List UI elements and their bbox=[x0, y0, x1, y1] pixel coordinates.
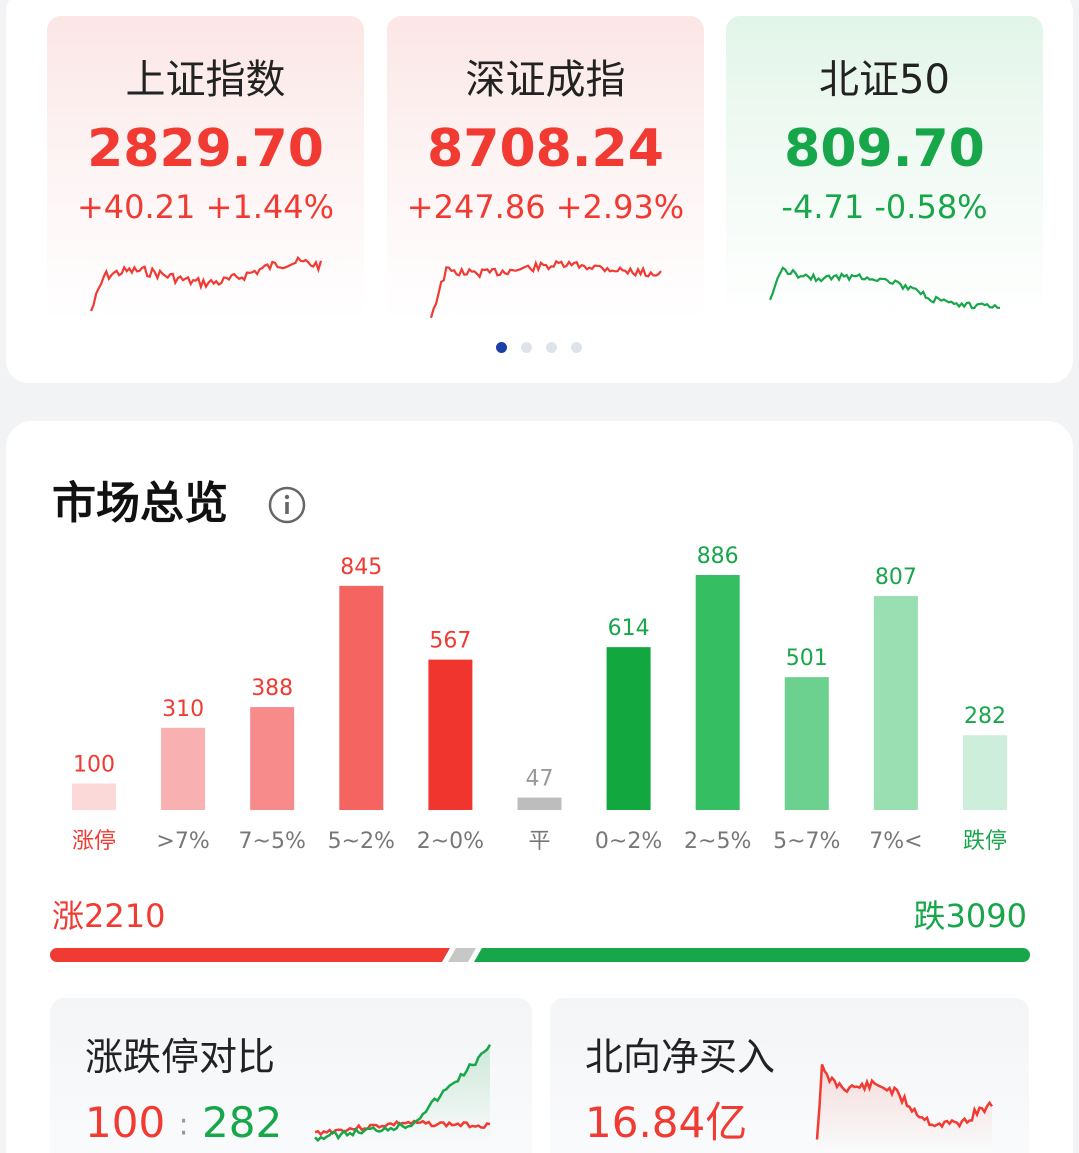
index-card-szse[interactable]: 深证成指 8708.24 +247.86 +2.93% bbox=[387, 16, 704, 321]
limit-compare-title: 涨跌停对比 bbox=[85, 1035, 276, 1079]
section-title: 市场总览 bbox=[52, 478, 228, 529]
rise-fall-distribution-chart: 100 涨停 310 >7% 388 7~5% 845 5~2% 567 2~0% 47 平 614 0~… bbox=[72, 544, 1007, 854]
bar-value-label: 614 bbox=[608, 616, 650, 641]
northbound-card[interactable]: 北向净买入 16.84亿 bbox=[550, 998, 1029, 1153]
pager-dot[interactable] bbox=[571, 342, 582, 353]
bar bbox=[161, 727, 206, 810]
rise-count-label: 涨2210 bbox=[52, 897, 166, 935]
bar bbox=[517, 797, 562, 810]
bar bbox=[963, 735, 1007, 810]
bar bbox=[428, 659, 473, 810]
bar bbox=[250, 707, 295, 810]
category-label: 0~2% bbox=[595, 829, 662, 854]
index-sparkline bbox=[89, 255, 323, 312]
northbound-sparkline bbox=[815, 1064, 994, 1151]
index-change: +247.86 +2.93% bbox=[406, 188, 685, 226]
category-label: 2~0% bbox=[417, 829, 484, 854]
index-sparkline bbox=[429, 259, 662, 319]
index-name: 上证指数 bbox=[125, 57, 286, 103]
fall-count-label: 跌3090 bbox=[913, 897, 1027, 935]
bar-value-label: 47 bbox=[526, 767, 554, 792]
bar bbox=[784, 677, 829, 810]
index-value: 2829.70 bbox=[87, 119, 324, 179]
bar-value-label: 310 bbox=[162, 697, 204, 722]
bar bbox=[72, 783, 116, 810]
category-label: 7~5% bbox=[239, 829, 306, 854]
bar bbox=[606, 647, 651, 810]
category-label: >7% bbox=[156, 829, 209, 854]
ratio-bar-fall bbox=[473, 948, 1030, 962]
ratio-bar-rise bbox=[50, 948, 450, 962]
info-circle-icon[interactable] bbox=[267, 485, 307, 525]
category-label: 5~2% bbox=[328, 829, 395, 854]
index-sparkline bbox=[768, 266, 1001, 310]
limit-compare-card[interactable]: 涨跌停对比 100 : 282 bbox=[50, 998, 532, 1153]
index-value: 8708.24 bbox=[427, 119, 664, 179]
rise-fall-ratio-bar bbox=[50, 948, 1030, 962]
index-name: 深证成指 bbox=[465, 57, 626, 103]
bar bbox=[873, 595, 918, 810]
index-card-bse50[interactable]: 北证50 809.70 -4.71 -0.58% bbox=[726, 16, 1043, 321]
limit-up-count: 100 bbox=[85, 1098, 166, 1147]
index-change: +40.21 +1.44% bbox=[76, 188, 335, 226]
limit-compare-values: 100 : 282 bbox=[85, 1098, 282, 1151]
bar-value-label: 501 bbox=[786, 646, 828, 671]
bar-value-label: 886 bbox=[697, 544, 739, 569]
bar-value-label: 388 bbox=[251, 676, 293, 701]
index-name: 北证50 bbox=[819, 57, 950, 103]
pager-dot[interactable] bbox=[546, 342, 557, 353]
bar-value-label: 807 bbox=[875, 565, 917, 590]
northbound-value: 16.84亿 bbox=[585, 1098, 748, 1147]
bar-value-label: 567 bbox=[429, 629, 471, 654]
bar-value-label: 845 bbox=[340, 555, 382, 580]
pager-dot[interactable] bbox=[521, 342, 532, 353]
limit-separator: : bbox=[178, 1107, 189, 1143]
category-label: 涨停 bbox=[72, 829, 116, 854]
index-card-sse[interactable]: 上证指数 2829.70 +40.21 +1.44% bbox=[47, 16, 364, 321]
category-label: 5~7% bbox=[773, 829, 840, 854]
category-label: 平 bbox=[528, 829, 550, 854]
index-change: -4.71 -0.58% bbox=[781, 188, 988, 226]
bar-value-label: 100 bbox=[73, 752, 115, 777]
bar-value-label: 282 bbox=[964, 704, 1006, 729]
category-label: 2~5% bbox=[684, 829, 751, 854]
category-label: 跌停 bbox=[963, 829, 1007, 854]
category-label: 7%< bbox=[869, 829, 922, 854]
pager-dot-active[interactable] bbox=[496, 342, 507, 353]
ratio-bar-flat bbox=[447, 948, 476, 962]
northbound-title: 北向净买入 bbox=[585, 1035, 776, 1079]
bar bbox=[695, 575, 740, 810]
index-value: 809.70 bbox=[784, 119, 985, 179]
limit-down-count: 282 bbox=[202, 1098, 283, 1147]
bar bbox=[339, 585, 384, 810]
limit-compare-sparkline bbox=[314, 1043, 492, 1143]
